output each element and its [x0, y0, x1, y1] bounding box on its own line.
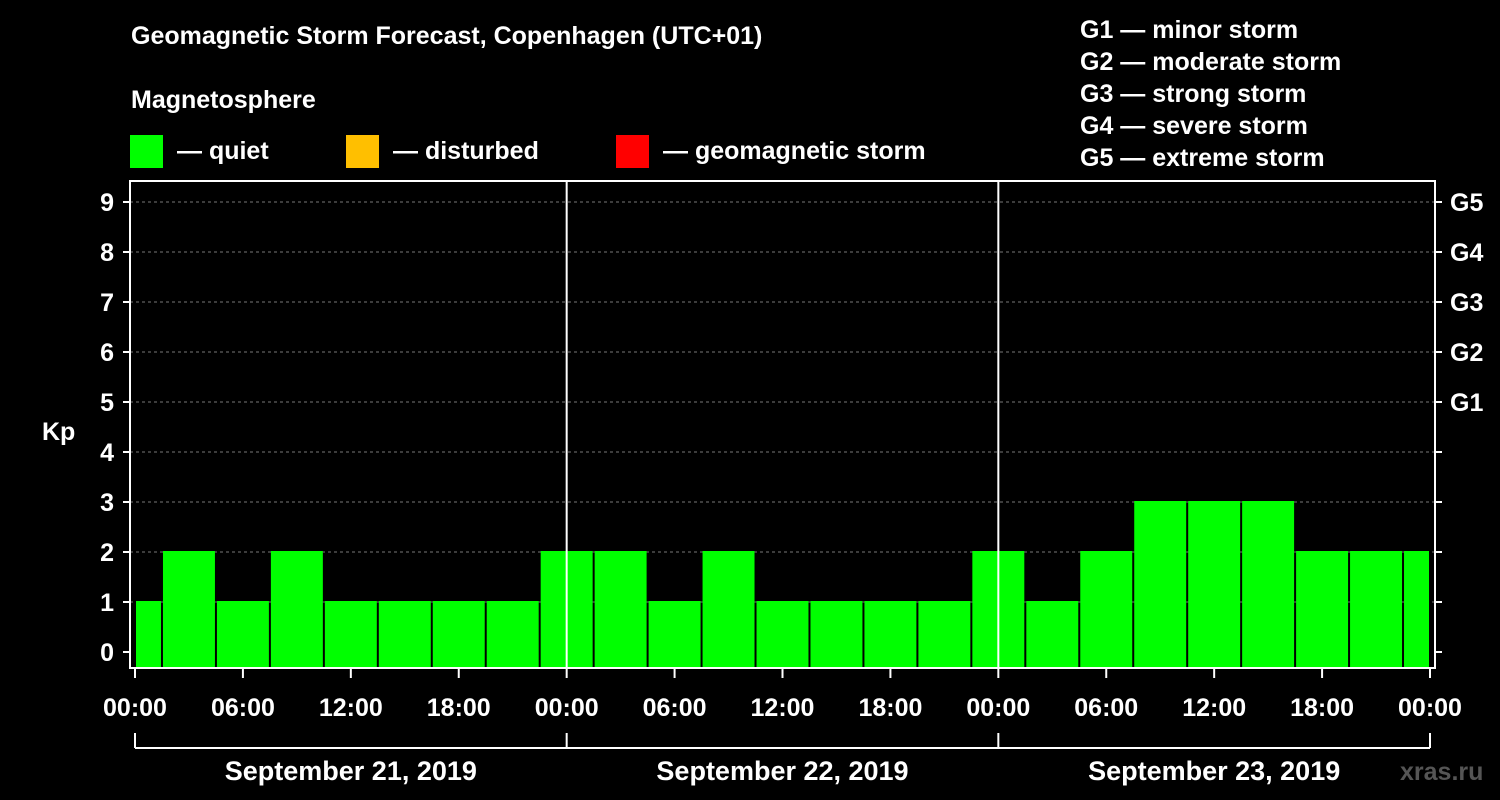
kp-bar [378, 601, 431, 668]
kp-bar [432, 601, 485, 668]
kp-bar [810, 601, 863, 668]
kp-bar [324, 601, 377, 668]
g-scale-g1: G1 — minor storm [1080, 16, 1299, 44]
g-level-label: G4 [1450, 239, 1483, 267]
legend-label-disturbed: — disturbed [393, 136, 539, 165]
y-axis-label: Kp [42, 418, 75, 446]
x-tick-label: 00:00 [966, 694, 1030, 722]
y-tick-label: 5 [100, 389, 114, 417]
kp-bar [486, 601, 539, 668]
legend-item-quiet: — quiet [130, 133, 269, 169]
kp-bar [1080, 551, 1133, 668]
g-level-label: G1 [1450, 389, 1483, 417]
x-tick-label: 12:00 [319, 694, 383, 722]
watermark: xras.ru [1400, 758, 1483, 786]
date-label: September 22, 2019 [656, 756, 908, 786]
kp-bar [918, 601, 971, 668]
y-tick-label: 8 [100, 239, 114, 267]
kp-bar [864, 601, 917, 668]
x-tick-label: 18:00 [858, 694, 922, 722]
y-tick-label: 2 [100, 539, 114, 567]
g-scale-legend: G1 — minor storm G2 — moderate storm G3 … [1080, 14, 1341, 174]
g-scale-g3: G3 — strong storm [1080, 80, 1307, 108]
kp-bar [136, 601, 161, 668]
y-tick-label: 3 [100, 489, 114, 517]
x-tick-label: 00:00 [1398, 694, 1462, 722]
g-level-label: G5 [1450, 189, 1483, 217]
date-label: September 23, 2019 [1088, 756, 1340, 786]
g-level-label: G2 [1450, 339, 1483, 367]
kp-bar [1134, 501, 1187, 668]
y-tick-label: 0 [100, 639, 114, 667]
y-tick-label: 6 [100, 339, 114, 367]
x-tick-label: 00:00 [103, 694, 167, 722]
kp-bar [1296, 551, 1349, 668]
legend-swatch-quiet [130, 134, 163, 168]
y-tick-label: 4 [100, 439, 114, 467]
kp-bar [216, 601, 269, 668]
g-scale-g4: G4 — severe storm [1080, 112, 1308, 140]
legend-item-disturbed: — disturbed [346, 133, 539, 169]
x-tick-label: 12:00 [751, 694, 815, 722]
kp-bar [702, 551, 755, 668]
x-tick-label: 18:00 [427, 694, 491, 722]
g-scale-g2: G2 — moderate storm [1080, 48, 1342, 76]
g-scale-g5: G5 — extreme storm [1080, 144, 1325, 172]
kp-bar [594, 551, 647, 668]
legend-swatch-storm [616, 134, 649, 168]
date-label: September 21, 2019 [225, 756, 477, 786]
x-tick-label: 06:00 [643, 694, 707, 722]
x-tick-label: 06:00 [1074, 694, 1138, 722]
chart-title: Geomagnetic Storm Forecast, Copenhagen (… [131, 22, 763, 50]
kp-bar [648, 601, 701, 668]
legend-item-storm: — geomagnetic storm [616, 133, 926, 169]
g-level-label: G3 [1450, 289, 1483, 317]
kp-bar [1026, 601, 1079, 668]
kp-bar [270, 551, 323, 668]
y-tick-label: 9 [100, 189, 114, 217]
kp-bar [162, 551, 215, 668]
x-tick-label: 18:00 [1290, 694, 1354, 722]
legend-label-storm: — geomagnetic storm [663, 136, 926, 165]
y-tick-label: 7 [100, 289, 114, 317]
y-tick-label: 1 [100, 589, 114, 617]
legend-heading: Magnetosphere [131, 86, 316, 114]
kp-bar [1242, 501, 1295, 668]
kp-bar [1188, 501, 1241, 668]
x-tick-label: 12:00 [1182, 694, 1246, 722]
kp-bar [756, 601, 809, 668]
legend-swatch-disturbed [346, 134, 379, 168]
kp-bar [1350, 551, 1403, 668]
x-tick-label: 00:00 [535, 694, 599, 722]
legend-label-quiet: — quiet [177, 136, 269, 165]
x-tick-label: 06:00 [211, 694, 275, 722]
kp-bar [1404, 551, 1429, 668]
